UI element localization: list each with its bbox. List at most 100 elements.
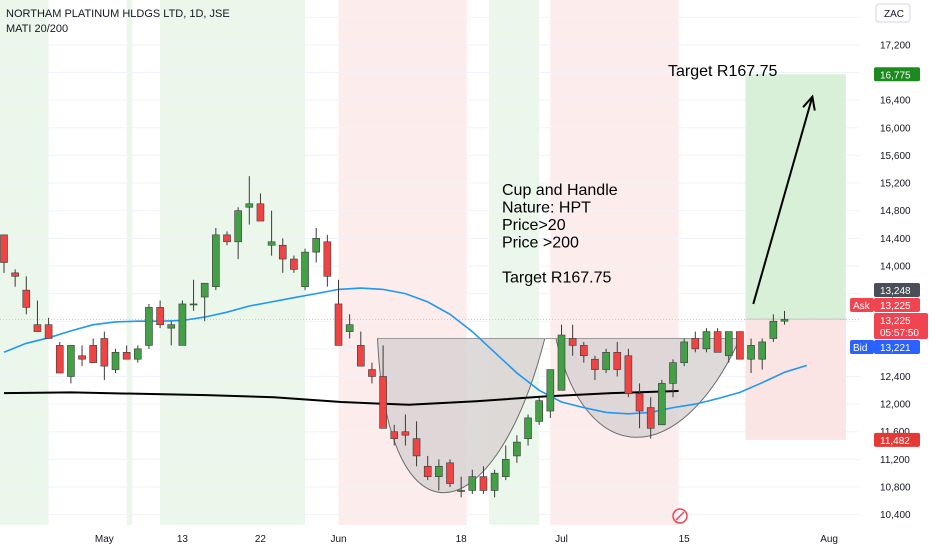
- candle-body: [501, 459, 510, 477]
- candle-body: [312, 238, 321, 253]
- candle-body: [457, 490, 465, 492]
- y-tick-label: 11,200: [880, 455, 910, 466]
- bid-tag-bg: [874, 340, 920, 354]
- candle-body: [33, 324, 42, 332]
- y-tick-label: 15,200: [880, 179, 911, 190]
- pattern-note-line: Price>20: [502, 217, 566, 234]
- candle-body: [301, 251, 309, 287]
- pattern-note-line: Target R167.75: [502, 270, 612, 287]
- y-tick-label: 10,400: [880, 510, 911, 521]
- candle-body: [624, 355, 633, 395]
- session-band: [160, 0, 306, 525]
- y-tick-label: 14,000: [880, 261, 911, 272]
- candle-body: [212, 234, 220, 287]
- x-tick-label: 15: [679, 534, 691, 545]
- candle-body: [401, 431, 410, 436]
- pattern-note-line: Nature: HPT: [502, 200, 591, 217]
- candle-body: [234, 210, 242, 243]
- candle-body: [769, 320, 778, 339]
- handle-shape: [555, 337, 741, 438]
- stop-zone: [745, 319, 846, 440]
- last-price-tag: 13,225: [880, 316, 911, 327]
- candle-body: [736, 331, 744, 360]
- ask-tag-bg: [874, 298, 920, 312]
- candle-body: [245, 203, 254, 208]
- candle-body: [200, 282, 209, 298]
- y-tick-label: 10,800: [880, 483, 911, 494]
- candle-body: [368, 369, 376, 377]
- session-band: [0, 0, 49, 525]
- ma-slow-line: [3, 390, 679, 406]
- candle-body: [256, 203, 265, 222]
- candle-body: [22, 289, 31, 308]
- y-tick-label: 16,000: [880, 123, 911, 134]
- candle-body: [67, 345, 75, 377]
- candle-body: [568, 338, 577, 346]
- candle-body: [156, 307, 164, 325]
- candle-body: [111, 352, 120, 370]
- event-marker-icon: [672, 508, 688, 524]
- candle-body: [356, 345, 365, 367]
- stop-tag-bg: [874, 432, 920, 447]
- bid-label-bg: [850, 340, 874, 354]
- y-tick-label: 14,400: [880, 234, 911, 245]
- target-zone: [745, 74, 846, 320]
- candle-body: [412, 438, 421, 457]
- candle-body: [55, 345, 64, 374]
- candle-body: [702, 331, 711, 350]
- candle-body: [490, 472, 499, 491]
- candle-body: [446, 462, 454, 484]
- candle-body: [278, 244, 287, 260]
- candle-body: [423, 465, 432, 477]
- candle-body: [780, 319, 789, 322]
- event-marker-icon-stroke: [675, 511, 685, 521]
- candle-body: [680, 341, 688, 363]
- candle-body: [747, 345, 755, 360]
- candle-body: [390, 431, 399, 439]
- candle-body: [579, 345, 588, 357]
- candle-body: [524, 417, 532, 439]
- countdown-label: 05:57:50: [880, 328, 919, 339]
- candle-body: [479, 476, 488, 491]
- y-tick-label: 17,200: [880, 40, 911, 51]
- target-heading: Target R167.75: [668, 63, 778, 80]
- bid-label: Bid: [853, 343, 867, 354]
- candle-body: [691, 338, 700, 350]
- candle-body: [78, 355, 86, 360]
- target-tag: 16,775: [880, 70, 911, 81]
- y-tick-label: 15,600: [880, 151, 911, 162]
- candle-body: [167, 324, 176, 329]
- candle-body: [323, 241, 332, 277]
- chart-title: NORTHAM PLATINUM HLDGS LTD, 1D, JSE: [6, 8, 230, 20]
- x-tick-label: 18: [456, 534, 468, 545]
- candle-body: [11, 272, 19, 277]
- candle-body: [178, 303, 187, 346]
- x-tick-label: Jun: [330, 534, 346, 545]
- candle-body: [613, 352, 622, 370]
- candle-body: [267, 241, 276, 246]
- x-tick-label: May: [95, 534, 114, 545]
- pattern-note-line: Price >200: [502, 235, 579, 252]
- x-tick-label: Jul: [555, 534, 568, 545]
- y-tick-label: 11,600: [880, 427, 910, 438]
- candle-body: [535, 400, 544, 422]
- currency-label: ZAC: [884, 9, 904, 20]
- bid-tag: 13,221: [880, 343, 911, 354]
- ask-label-bg: [850, 298, 874, 312]
- last-tag: 13,248: [880, 286, 911, 297]
- candle-body: [223, 234, 231, 243]
- candle-body: [658, 383, 666, 426]
- candle-body: [334, 303, 343, 346]
- ma-fast-line: [3, 287, 808, 415]
- y-tick-label: 14,800: [880, 206, 911, 217]
- candle-body: [134, 348, 142, 360]
- candle-body: [468, 476, 477, 491]
- indicator-label: MATI 20/200: [6, 23, 69, 35]
- candle-body: [100, 338, 109, 367]
- y-tick-label: 12,400: [880, 372, 911, 383]
- stop-tag: 11,482: [880, 436, 910, 447]
- candle-body: [591, 358, 599, 370]
- last-tag-bg: [874, 283, 920, 297]
- candle-body: [513, 441, 521, 457]
